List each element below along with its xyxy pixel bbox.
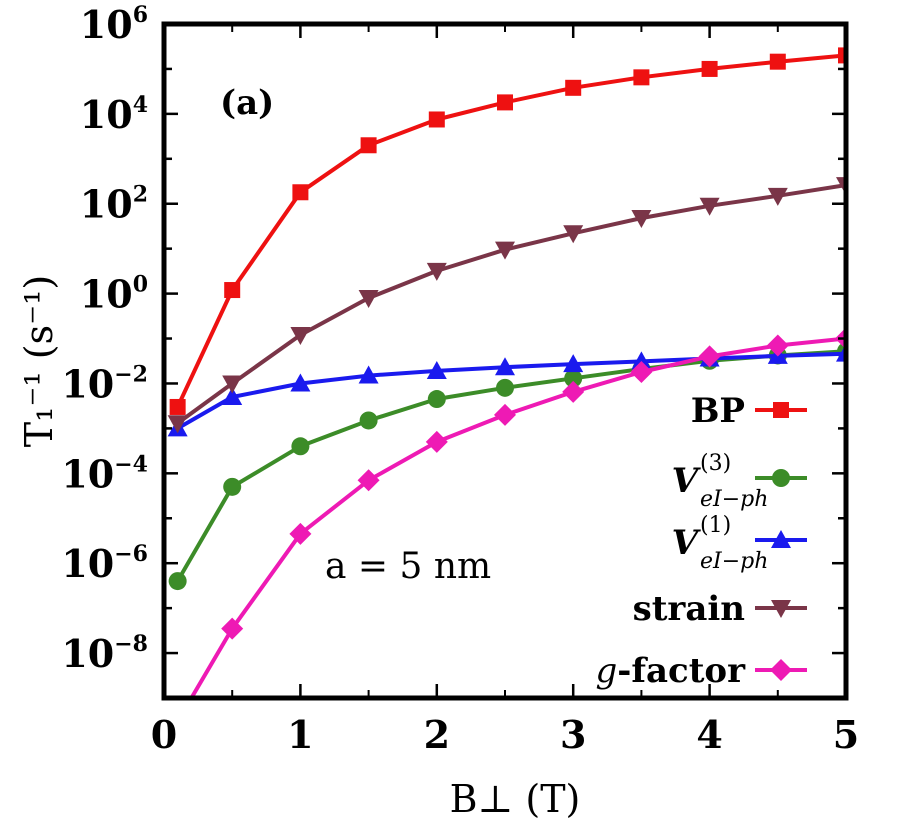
data-point-0-8 — [701, 60, 718, 77]
data-point-2-2 — [290, 373, 311, 392]
data-point-3-2 — [290, 326, 311, 345]
data-point-4-1 — [221, 617, 244, 640]
x-axis-title: B⊥ (T) — [450, 777, 581, 821]
data-point-1-2 — [291, 437, 310, 456]
y-tick-label-2: 102 — [80, 182, 148, 227]
y-axis-title: T₁⁻¹ (s⁻¹) — [17, 275, 61, 447]
x-tick-label-2: 2 — [424, 712, 450, 757]
legend-marker-1 — [772, 469, 790, 487]
data-point-1-0 — [168, 572, 187, 591]
legend-label-sub-2: eI−ph — [700, 549, 768, 574]
data-point-0-5 — [497, 94, 513, 111]
data-point-4-7 — [630, 360, 653, 383]
y-tick-label--2: 10−2 — [61, 361, 148, 406]
data-point-0-3 — [360, 137, 377, 154]
series-3 — [167, 177, 846, 434]
legend-item-0: BP — [691, 391, 807, 431]
data-point-4-6 — [562, 380, 585, 403]
data-point-2-1 — [222, 386, 243, 405]
series-0 — [169, 47, 846, 415]
data-point-1-1 — [223, 477, 242, 496]
legend-label-0: BP — [691, 391, 745, 431]
data-point-2-3 — [358, 365, 379, 384]
y-tick-label--4: 10−4 — [61, 451, 148, 496]
legend-label-sup-1: (3) — [700, 451, 731, 476]
legend-item-4: g-factor — [595, 651, 807, 691]
data-point-3-7 — [631, 210, 652, 229]
data-point-4-5 — [494, 403, 516, 426]
label-layer: 0 1 2 3 4 5 10−8 10−6 10−4 10−2 100 102 104 106 B⊥ (T)… — [17, 2, 859, 821]
x-tick-label-3: 3 — [560, 712, 586, 757]
x-tick-label-1: 1 — [287, 712, 313, 757]
legend-item-3: strain — [633, 589, 807, 629]
data-point-2-5 — [495, 357, 515, 376]
legend-label-4: g-factor — [595, 651, 746, 691]
legend-label-2: V — [672, 523, 702, 563]
legend-label-sup-2: (1) — [700, 513, 731, 538]
data-point-0-10 — [838, 47, 846, 64]
data-point-3-4 — [426, 262, 447, 281]
legend-label-sub-1: eI−ph — [700, 487, 768, 512]
legend-label-1: V — [672, 461, 702, 501]
data-point-0-0 — [169, 398, 186, 415]
data-point-0-4 — [428, 111, 445, 128]
legend-marker-0 — [773, 402, 789, 418]
data-point-0-6 — [565, 79, 582, 96]
data-point-0-9 — [769, 53, 786, 70]
y-tick-label-6: 106 — [80, 2, 148, 47]
data-point-1-5 — [496, 378, 514, 397]
data-point-0-2 — [292, 184, 309, 201]
data-point-4-3 — [357, 469, 380, 492]
data-point-3-1 — [222, 375, 243, 394]
series-layer — [167, 47, 846, 698]
y-tick-label--6: 10−6 — [61, 541, 148, 586]
data-point-3-6 — [563, 225, 584, 244]
legend-marker-4 — [770, 659, 792, 681]
x-tick-label-0: 0 — [151, 712, 177, 757]
data-point-3-0 — [167, 415, 188, 434]
legend-marker-3 — [771, 600, 791, 618]
data-point-4-4 — [425, 430, 448, 453]
data-point-1-3 — [359, 411, 378, 430]
series-4 — [189, 327, 846, 698]
data-point-1-6 — [564, 369, 583, 388]
data-point-4-2 — [289, 522, 312, 545]
data-point-3-9 — [767, 187, 788, 206]
y-tick-label-4: 104 — [80, 92, 148, 137]
data-point-4-8 — [698, 345, 721, 368]
data-point-3-5 — [495, 241, 515, 260]
y-tick-label--8: 10−8 — [61, 631, 148, 676]
data-point-3-3 — [358, 289, 379, 308]
legend-label-3: strain — [633, 589, 745, 629]
data-point-0-7 — [633, 69, 650, 86]
legend-marker-2 — [771, 530, 791, 548]
size-annotation: a = 5 nm — [325, 546, 491, 587]
data-point-0-1 — [224, 282, 241, 299]
y-tick-label-0: 100 — [80, 272, 148, 317]
x-tick-label-5: 5 — [833, 712, 859, 757]
data-point-2-4 — [426, 360, 447, 379]
data-point-1-4 — [427, 390, 446, 409]
tick-layer — [162, 22, 848, 700]
data-point-2-6 — [563, 354, 584, 373]
panel-label: (a) — [220, 83, 274, 123]
data-point-4-9 — [766, 334, 789, 357]
series-line-4 — [189, 336, 846, 698]
data-point-2-7 — [631, 351, 652, 370]
x-tick-label-4: 4 — [696, 712, 722, 757]
data-point-3-8 — [699, 197, 720, 216]
